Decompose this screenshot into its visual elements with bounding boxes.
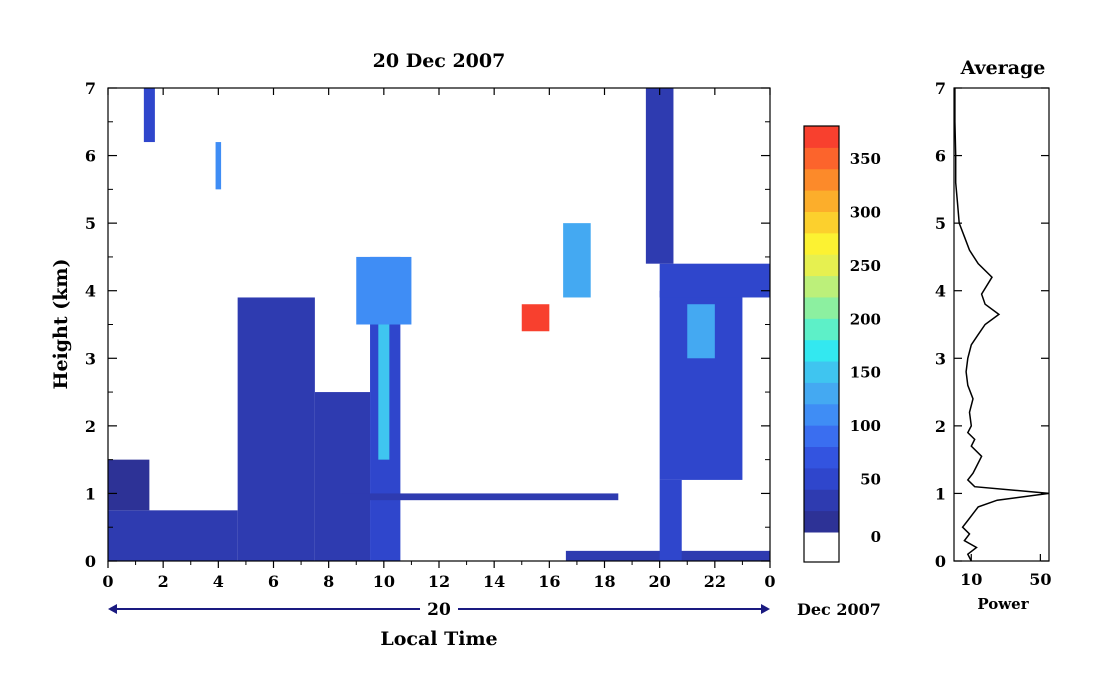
colorbar-tick-label: 100 <box>850 417 881 435</box>
x-tick-label: 8 <box>323 572 334 591</box>
x-tick-label: 0 <box>764 572 775 591</box>
x-tick-label: 22 <box>704 572 726 591</box>
colorbar-cell <box>804 296 839 319</box>
colorbar-tick-label: 200 <box>850 310 881 328</box>
colorbar-ticks: 0 50 100 150 200 250 300 350 <box>850 150 881 546</box>
colorbar: 0 50 100 150 200 250 300 350 <box>803 125 881 563</box>
colorbar-cell <box>804 382 839 405</box>
colorbar-tick-label: 150 <box>850 364 881 382</box>
y-tick-label: 5 <box>85 214 96 233</box>
colorbar-cell <box>804 126 839 148</box>
profile-x-tick-label: 50 <box>1029 570 1051 589</box>
y-axis-label: Height (km) <box>50 259 72 390</box>
y-tick-label: 1 <box>85 484 96 503</box>
profile-y-tick-label: 0 <box>935 552 946 571</box>
heat-region-15 <box>356 256 412 325</box>
colorbar-tick-label: 0 <box>871 528 881 546</box>
heatmap-panel: 20 Dec 2007 0 2 4 6 8 10 12 14 16 18 20 22 0 0123456… <box>50 50 881 650</box>
y-tick-label: 7 <box>85 79 96 98</box>
colorbar-cell <box>804 211 839 234</box>
profile-y-ticks: 0 1 2 3 4 5 6 7 <box>935 79 1049 571</box>
colorbar-cell <box>804 190 839 212</box>
average-profile-panel: Average 0 1 2 3 4 5 6 7 10 50 Power <box>935 57 1052 613</box>
heat-region-14 <box>215 142 222 190</box>
profile-x-ticks: 10 50 <box>960 554 1051 589</box>
colorbar-tick-label: 300 <box>850 203 881 221</box>
colorbar-cell <box>804 361 839 383</box>
colorbar-frame <box>803 125 840 563</box>
profile-x-label: Power <box>977 595 1029 613</box>
x-tick-label: 18 <box>593 572 615 591</box>
date-bar-day: 20 <box>427 600 451 620</box>
x-tick-label: 10 <box>373 572 395 591</box>
profile-y-tick-label: 4 <box>935 282 946 301</box>
profile-y-tick-label: 2 <box>935 417 946 436</box>
heat-region-13 <box>143 88 155 143</box>
x-tick-label: 16 <box>538 572 560 591</box>
colorbar-tick-label: 350 <box>850 150 881 168</box>
colorbar-cell <box>804 168 839 191</box>
colorbar-cell <box>804 147 839 170</box>
profile-frame <box>953 87 1050 562</box>
heat-region-17 <box>521 304 550 332</box>
heat-region-10 <box>687 304 715 359</box>
date-bar: 20 Dec 2007 <box>108 600 881 620</box>
profile-y-tick-label: 3 <box>935 349 946 368</box>
colorbar-tick-label: 50 <box>860 471 881 489</box>
colorbar-tick-label: 250 <box>850 257 881 275</box>
profile-x-tick-label: 10 <box>960 570 982 589</box>
x-tick-label: 0 <box>102 572 113 591</box>
x-axis-label: Local Time <box>380 628 497 650</box>
profile-title: Average <box>960 57 1046 79</box>
heat-region-6 <box>342 493 619 501</box>
profile-line <box>954 88 1050 562</box>
heat-region-8 <box>659 479 682 561</box>
x-tick-label: 4 <box>213 572 224 591</box>
profile-y-tick-label: 1 <box>935 484 946 503</box>
heat-region-0 <box>108 510 238 561</box>
colorbar-cell <box>804 254 839 277</box>
colorbar-cell <box>804 489 839 512</box>
colorbar-cell <box>804 425 839 448</box>
x-tick-label: 12 <box>428 572 450 591</box>
colorbar-cell <box>804 510 839 533</box>
y-tick-label: 3 <box>85 349 96 368</box>
colorbar-cell <box>804 532 839 562</box>
heat-region-11 <box>659 263 770 298</box>
colorbar-cell <box>804 403 839 426</box>
y-tick-label: 6 <box>85 147 96 166</box>
y-tick-label: 2 <box>85 417 96 436</box>
colorbar-cell <box>804 339 839 362</box>
heat-region-3 <box>314 392 371 561</box>
colorbar-cell <box>804 467 839 490</box>
colorbar-cell <box>804 446 839 469</box>
x-tick-label: 20 <box>649 572 671 591</box>
heat-region-1 <box>108 459 150 511</box>
heatmap-cells <box>108 88 770 561</box>
colorbar-cells <box>804 126 839 562</box>
date-bar-month: Dec 2007 <box>797 600 881 619</box>
y-tick-label: 4 <box>85 282 96 301</box>
profile-y-tick-label: 5 <box>935 214 946 233</box>
colorbar-cell <box>804 275 839 298</box>
colorbar-cell <box>804 232 839 255</box>
chart-title: 20 Dec 2007 <box>373 50 506 72</box>
heat-region-2 <box>237 297 315 561</box>
x-tick-label: 14 <box>483 572 505 591</box>
profile-y-tick-label: 7 <box>935 79 946 98</box>
colorbar-cell <box>804 318 839 341</box>
y-tick-label: 0 <box>85 552 96 571</box>
heat-region-16 <box>563 223 591 298</box>
x-tick-label: 2 <box>158 572 169 591</box>
y-axis-ticks: 0 1 2 3 4 5 6 7 <box>85 79 770 571</box>
heat-region-5 <box>378 304 390 460</box>
heat-region-12 <box>645 88 674 264</box>
x-axis-ticks: 0 2 4 6 8 10 12 14 16 18 20 22 0 <box>102 88 776 591</box>
x-tick-label: 6 <box>268 572 279 591</box>
profile-y-tick-label: 6 <box>935 147 946 166</box>
